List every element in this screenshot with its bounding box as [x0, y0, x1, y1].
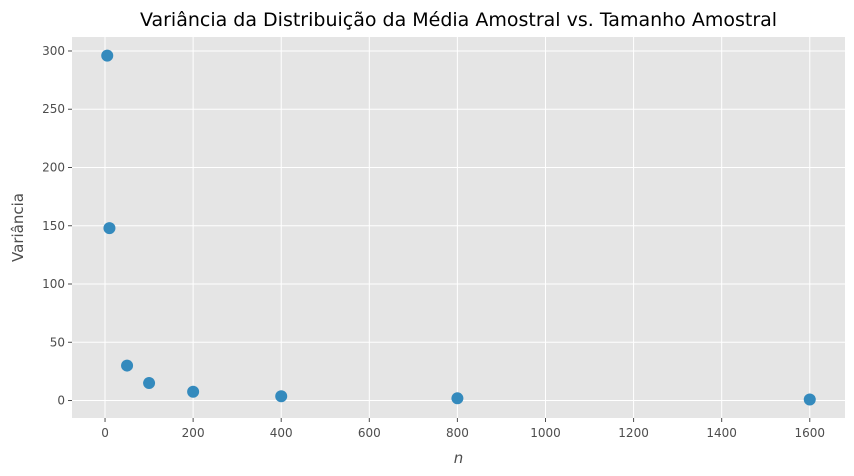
tick-labels: 0 200 400 600 800 1000 1200 1400 1600 0 50 100 150 20…	[42, 44, 825, 440]
x-tick-label: 200	[182, 426, 205, 440]
y-tick-label: 50	[50, 335, 65, 349]
scatter-point	[187, 385, 200, 398]
x-tick-label: 1000	[530, 426, 561, 440]
y-tick-label: 250	[42, 102, 65, 116]
x-tick-label: 1600	[794, 426, 825, 440]
grid	[72, 37, 845, 418]
scatter-point	[101, 49, 114, 62]
scatter-point	[121, 359, 134, 372]
x-tick-label: 1200	[618, 426, 649, 440]
y-tick-label: 300	[42, 44, 65, 58]
x-tick-label: 400	[270, 426, 293, 440]
x-tick-label: 600	[358, 426, 381, 440]
x-axis-label: n	[454, 449, 464, 467]
x-tick-label: 800	[446, 426, 469, 440]
y-tick-label: 100	[42, 277, 65, 291]
chart-title: Variância da Distribuição da Média Amost…	[140, 9, 777, 31]
scatter-point	[803, 393, 816, 406]
scatter-point	[103, 222, 116, 235]
scatter-point	[143, 377, 156, 390]
scatter-point	[275, 390, 288, 403]
y-tick-label: 150	[42, 219, 65, 233]
y-tick-label: 200	[42, 160, 65, 174]
y-axis-label: Variância	[9, 193, 27, 262]
data-points	[101, 49, 816, 406]
plot-area	[72, 37, 845, 418]
x-tick-label: 1400	[706, 426, 737, 440]
y-tick-label: 0	[57, 394, 65, 408]
scatter-point	[451, 392, 464, 405]
x-tick-label: 0	[101, 426, 109, 440]
